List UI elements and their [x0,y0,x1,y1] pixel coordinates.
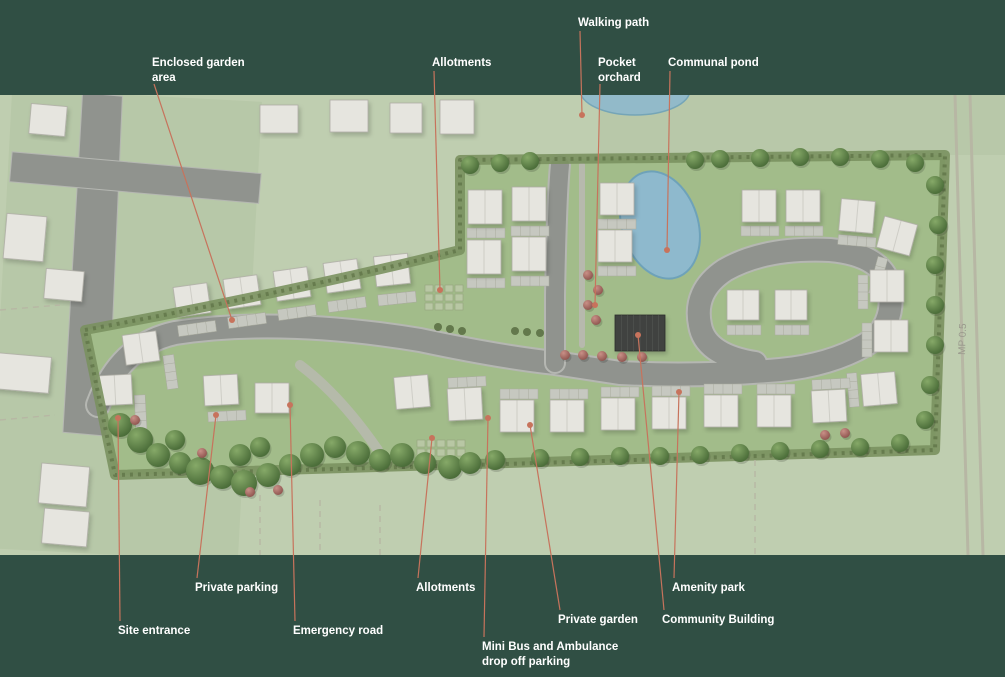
leader-dot-site-entrance [115,415,121,421]
label-allotments-bottom: Allotments [416,581,475,596]
site-plan-svg: MP 0.5 [0,95,1005,555]
leader-dot-allotments-bottom [429,435,435,441]
label-walking-path: Walking path [578,16,649,31]
label-private-garden: Private garden [558,613,638,628]
leader-dot-enclosed-garden [229,317,235,323]
label-private-parking: Private parking [195,581,278,596]
leader-dot-amenity-park [676,389,682,395]
leader-dot-pocket-orchard [592,302,598,308]
label-communal-pond: Communal pond [668,56,759,71]
label-pocket-orchard: Pocketorchard [598,56,641,86]
label-allotments-top: Allotments [432,56,491,71]
label-mini-bus: Mini Bus and Ambulancedrop off parking [482,640,618,670]
leader-dot-private-garden [527,422,533,428]
label-site-entrance: Site entrance [118,624,190,639]
leader-dot-community-building [635,332,641,338]
leader-dot-private-parking [213,412,219,418]
label-emergency-road: Emergency road [293,624,383,639]
leader-dot-allotments-top [437,287,443,293]
leader-dot-communal-pond [664,247,670,253]
label-amenity-park: Amenity park [672,581,745,596]
leader-dot-emergency-road [287,402,293,408]
leader-dot-mini-bus [485,415,491,421]
leader-dot-walking-path [579,112,585,118]
svg-text:MP 0.5: MP 0.5 [957,323,969,355]
label-community-building: Community Building [662,613,774,628]
label-enclosed-garden: Enclosed gardenarea [152,56,245,86]
